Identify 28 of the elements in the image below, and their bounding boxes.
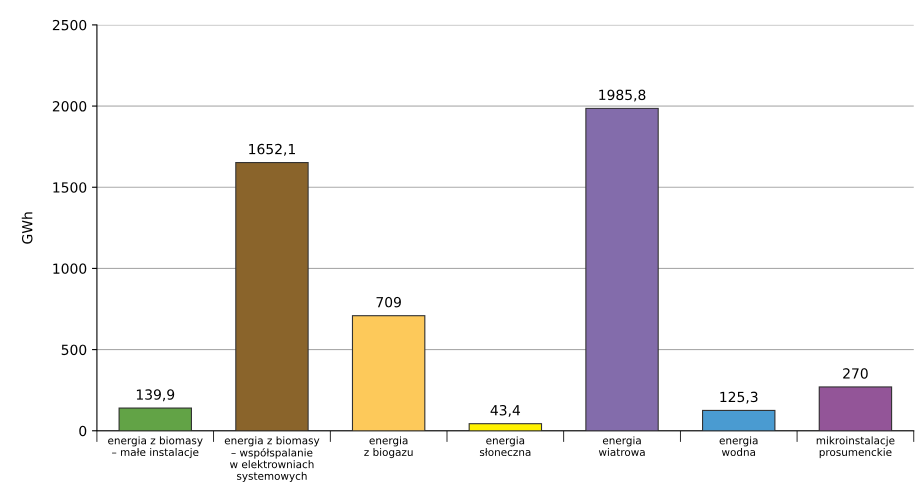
x-tick-label: energia z biomasy – współspalanie w elektrowniach systemowych [224,436,320,482]
bar [235,162,309,431]
y-axis-title: GWh [22,212,32,244]
data-label: 1652,1 [249,144,295,156]
x-tick-label: energia z biomasy – małe instalacje [108,436,203,458]
bar [118,408,192,431]
x-tick-label: energia wiatrowa [598,436,645,456]
x-tick-label: energia wodna [720,436,758,456]
y-tick-label: 2000 [52,101,86,112]
bar [818,386,892,431]
x-tick-label: energia z biogazu [364,436,413,458]
x-tick-label: mikroinstalacje prosumenckie [816,436,894,458]
bar [468,423,542,431]
data-label: 1985,8 [599,90,646,102]
x-tick-label: energia słoneczna [480,436,530,456]
data-label: 709 [376,296,401,308]
y-tick-label: 1000 [53,263,86,274]
y-tick-label: 1500 [53,182,86,193]
y-tick-label: 2500 [52,20,86,30]
y-tick-label: 0 [79,426,86,436]
data-label: 270 [843,368,868,379]
data-label: 139,9 [136,389,174,402]
y-tick-label: 500 [62,344,86,356]
bar [585,108,659,431]
bar [702,410,776,431]
data-label: 43,4 [490,404,520,417]
bar [352,315,426,431]
data-label: 125,3 [720,392,758,404]
